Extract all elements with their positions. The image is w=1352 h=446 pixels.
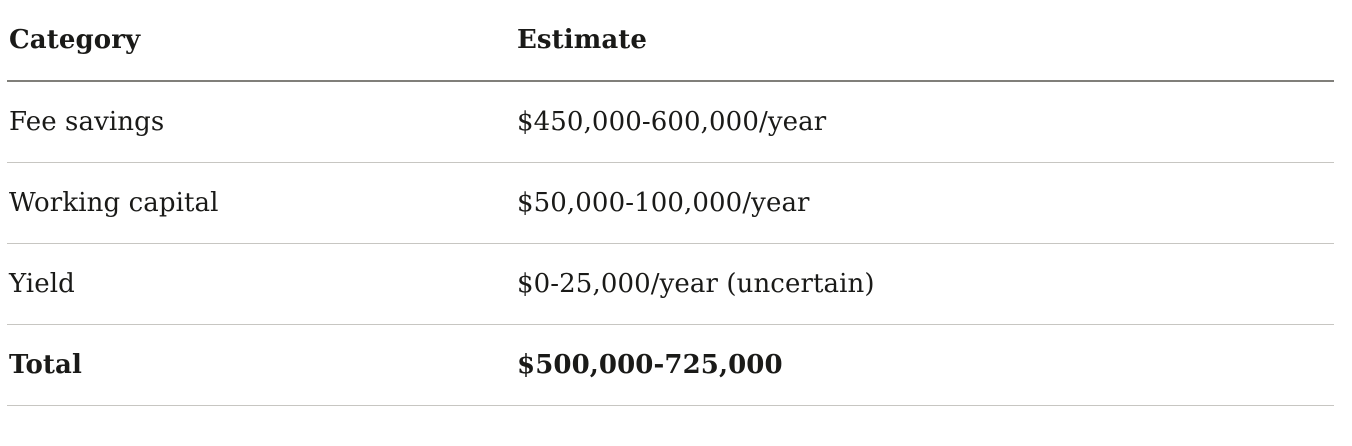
table-row-working-capital: Working capital $50,000-100,000/year <box>7 162 1334 244</box>
cell-estimate: $0-25,000/year (uncertain) <box>515 243 1334 325</box>
cell-category: Fee savings <box>7 81 515 163</box>
cell-category: Working capital <box>7 162 515 244</box>
cell-estimate: $50,000-100,000/year <box>515 162 1334 244</box>
cell-estimate-total: $500,000-725,000 <box>515 324 1334 406</box>
cell-estimate: $450,000-600,000/year <box>515 81 1334 163</box>
column-header-estimate: Estimate <box>515 0 1334 82</box>
estimates-table-container: Category Estimate Fee savings $450,000-6… <box>7 0 1334 406</box>
table-header-row: Category Estimate <box>7 0 1334 82</box>
column-header-category: Category <box>7 0 515 82</box>
table-row-total: Total $500,000-725,000 <box>7 324 1334 406</box>
cell-category-total: Total <box>7 324 515 406</box>
cell-category: Yield <box>7 243 515 325</box>
estimates-table: Category Estimate Fee savings $450,000-6… <box>7 0 1334 406</box>
table-row-fee-savings: Fee savings $450,000-600,000/year <box>7 81 1334 163</box>
table-row-yield: Yield $0-25,000/year (uncertain) <box>7 243 1334 325</box>
